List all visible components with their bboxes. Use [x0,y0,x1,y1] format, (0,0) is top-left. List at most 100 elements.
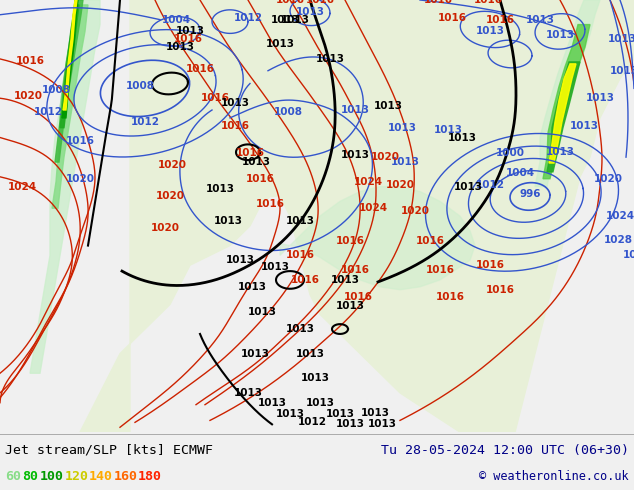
Text: 1013: 1013 [306,398,335,408]
Text: 1013: 1013 [242,157,271,167]
Text: 1013: 1013 [545,30,574,40]
Text: 1013: 1013 [165,42,195,52]
Text: 1013: 1013 [240,348,269,359]
Text: 1013: 1013 [271,15,299,24]
Text: 180: 180 [138,469,162,483]
Text: 1013: 1013 [335,301,365,312]
Text: 1016: 1016 [256,199,285,209]
Text: 1008: 1008 [41,85,70,96]
Text: 1020: 1020 [593,174,623,184]
Text: 1020: 1020 [385,180,415,190]
Text: 1013: 1013 [316,54,344,64]
Text: 1020: 1020 [65,174,94,184]
Polygon shape [280,187,475,290]
Text: 1013: 1013 [301,373,330,383]
Text: 1020: 1020 [401,206,429,216]
Text: 1016: 1016 [245,174,275,184]
Text: 1016: 1016 [340,265,370,275]
Polygon shape [52,5,88,208]
Text: 1016: 1016 [415,236,444,245]
Text: 1016: 1016 [285,250,314,260]
Text: 1020: 1020 [150,223,179,233]
Text: 1013: 1013 [476,26,505,36]
Polygon shape [543,24,590,179]
Text: Jet stream/SLP [kts] ECMWF: Jet stream/SLP [kts] ECMWF [5,443,213,457]
Text: 1013: 1013 [361,408,389,417]
Text: 1013: 1013 [205,184,235,194]
Polygon shape [80,0,634,432]
Text: 1013: 1013 [176,26,205,36]
Text: 1024: 1024 [358,203,387,213]
Text: 1016: 1016 [486,15,515,24]
Text: 996: 996 [519,190,541,199]
Text: 1013: 1013 [295,7,325,17]
Text: 1016: 1016 [424,0,453,5]
Text: 1016: 1016 [186,64,214,74]
Text: 1016: 1016 [221,121,250,131]
Text: 1024: 1024 [353,177,382,187]
Text: 1024: 1024 [8,182,37,192]
Text: 1013: 1013 [373,101,403,111]
Text: 1004: 1004 [162,15,191,24]
Text: 1013: 1013 [368,419,396,429]
Text: 1013: 1013 [391,157,420,167]
Polygon shape [63,0,77,110]
Text: 1013: 1013 [569,121,598,131]
Text: 1012: 1012 [233,13,262,23]
Text: 1016: 1016 [65,136,94,147]
Text: 1016: 1016 [276,0,304,5]
Text: 60: 60 [5,469,21,483]
Text: 160: 160 [113,469,138,483]
Text: 1013: 1013 [295,348,325,359]
Text: Tu 28-05-2024 12:00 UTC (06+30): Tu 28-05-2024 12:00 UTC (06+30) [381,443,629,457]
Text: 1024: 1024 [605,211,634,221]
Text: 1016: 1016 [306,0,335,5]
Text: 1013: 1013 [340,105,370,115]
Text: 1013: 1013 [280,15,309,24]
Text: 1013: 1013 [335,419,365,429]
Text: 1020: 1020 [157,160,186,170]
Text: 1012: 1012 [34,107,63,117]
Text: 80: 80 [22,469,39,483]
Text: 1012: 1012 [297,417,327,427]
Text: 1016: 1016 [436,292,465,302]
Text: 1013: 1013 [257,398,287,408]
Text: 1013: 1013 [453,182,482,192]
Text: 1016: 1016 [174,34,202,44]
Text: 1016: 1016 [290,275,320,285]
Text: 1013: 1013 [330,275,359,285]
Text: 1008: 1008 [273,107,302,117]
Text: 101: 101 [623,250,634,260]
Polygon shape [547,62,580,172]
Text: 140: 140 [89,469,113,483]
Polygon shape [549,64,576,163]
Text: 1013: 1013 [276,410,304,419]
Text: © weatheronline.co.uk: © weatheronline.co.uk [479,469,629,483]
Text: 1013: 1013 [609,66,634,76]
Text: 1013: 1013 [226,255,254,265]
Text: 1016: 1016 [335,236,365,245]
Text: 120: 120 [65,469,88,483]
Text: 1013: 1013 [434,124,462,135]
Text: 1016: 1016 [344,292,373,302]
Text: 1020: 1020 [155,192,184,201]
Text: 1013: 1013 [238,282,266,292]
Polygon shape [60,5,79,128]
Text: 1016: 1016 [425,265,455,275]
Text: 1013: 1013 [261,262,290,272]
Polygon shape [55,0,83,162]
Text: 1013: 1013 [285,324,314,334]
Text: 1012: 1012 [476,180,505,190]
Text: 1013: 1013 [325,410,354,419]
Text: 1012: 1012 [131,117,160,127]
Text: 1013: 1013 [545,147,574,157]
Text: 1013: 1013 [340,150,370,160]
Polygon shape [30,0,100,373]
Text: 1016: 1016 [437,13,467,23]
Text: 100: 100 [40,469,64,483]
Text: 1016: 1016 [235,148,264,158]
Text: 1028: 1028 [604,235,633,245]
Text: 1013: 1013 [266,39,295,49]
Text: 1016: 1016 [474,0,503,5]
Text: 1013: 1013 [233,388,262,398]
